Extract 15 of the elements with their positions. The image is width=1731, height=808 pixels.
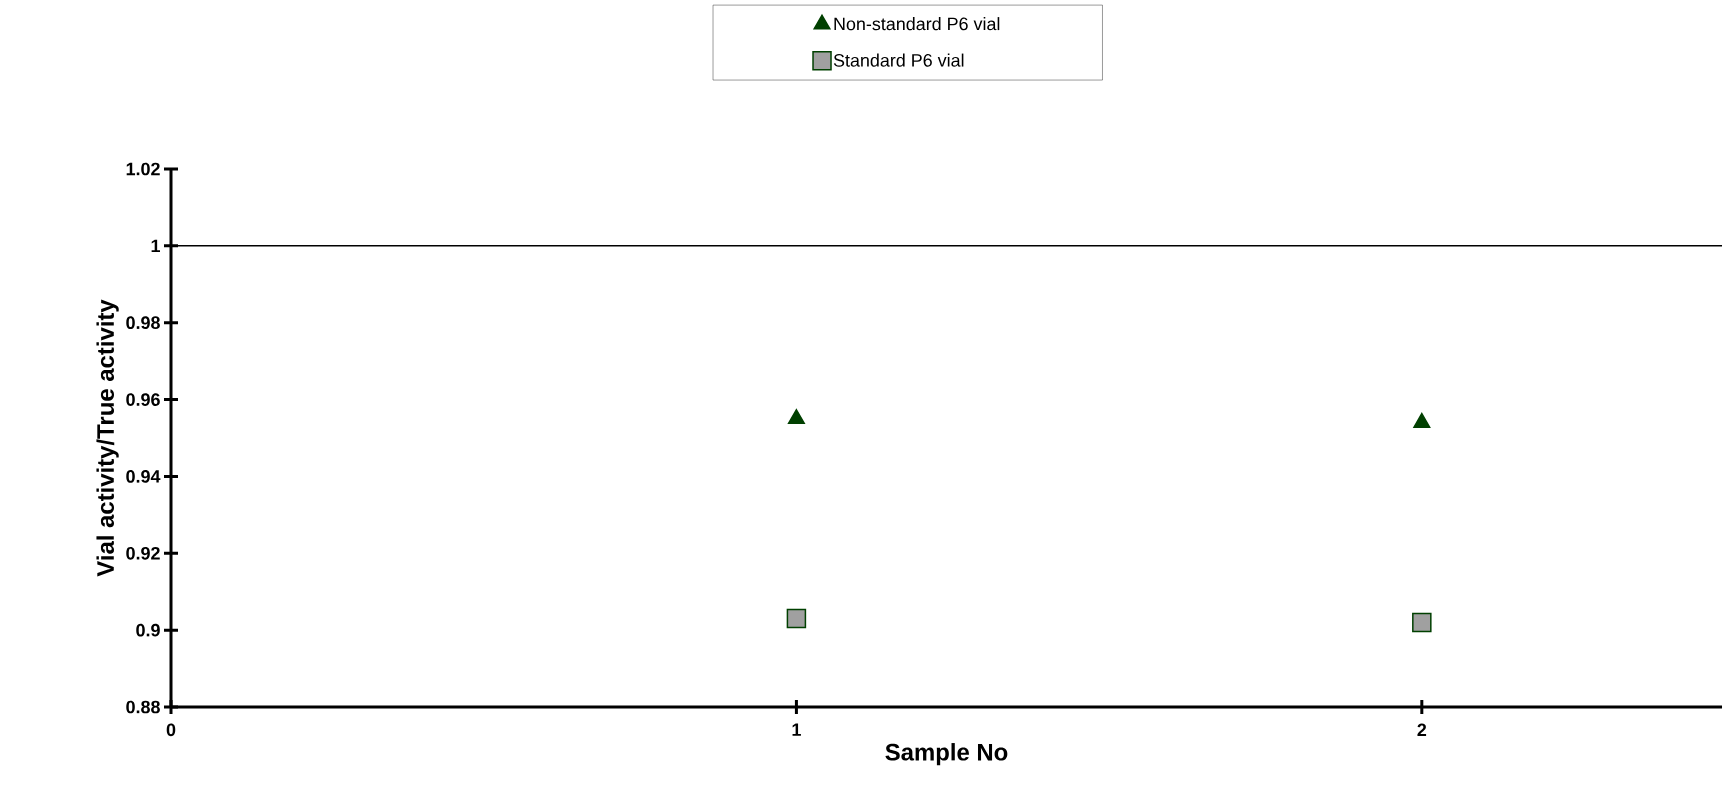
legend-label: Non-standard P6 vial — [834, 17, 1000, 31]
y-tick-label: 1 — [151, 239, 160, 253]
y-tick-label: 0.94 — [126, 470, 161, 483]
y-tick-label: 0.96 — [126, 393, 160, 406]
y-axis-title: Vial activity/True activity — [96, 299, 119, 577]
y-tick-label: 1.02 — [126, 162, 160, 176]
y-tick-label: 0.98 — [126, 316, 160, 330]
x-tick-label: 2 — [1417, 723, 1427, 737]
x-axis-title: Sample No — [885, 743, 1008, 766]
x-tick-label: 0 — [166, 723, 176, 737]
legend-label: Standard P6 vial — [833, 53, 964, 67]
x-tick-label: 1 — [792, 723, 801, 736]
y-tick-label: 0.92 — [126, 546, 160, 560]
y-tick-label: 0.88 — [126, 700, 160, 714]
y-tick-label: 0.9 — [136, 623, 160, 637]
